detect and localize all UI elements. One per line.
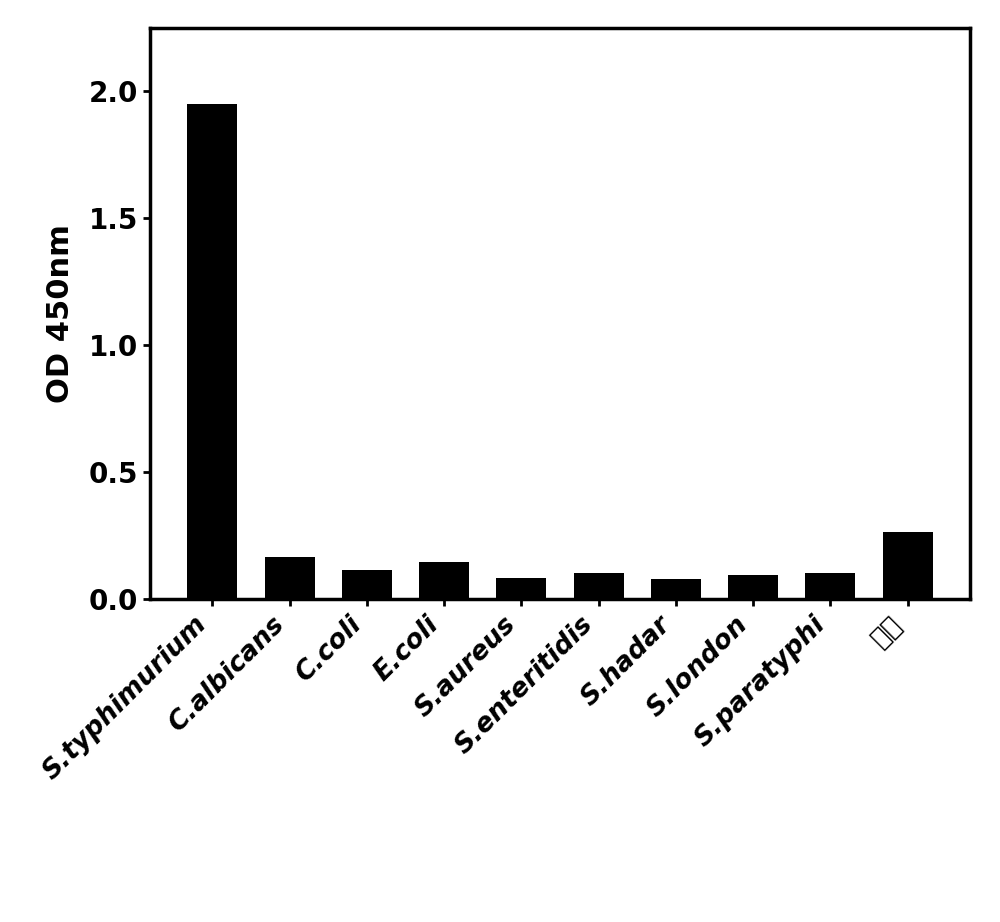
Bar: [728, 575, 778, 599]
Bar: [265, 558, 315, 599]
Bar: [496, 578, 546, 599]
Bar: [342, 570, 392, 599]
Bar: [805, 573, 855, 599]
Bar: [187, 104, 237, 599]
Bar: [883, 532, 933, 599]
Bar: [419, 562, 469, 599]
Y-axis label: OD 450nm: OD 450nm: [46, 224, 75, 403]
Bar: [574, 573, 624, 599]
Bar: [651, 580, 701, 599]
